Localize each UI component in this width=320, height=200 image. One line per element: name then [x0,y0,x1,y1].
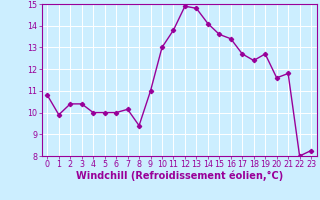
X-axis label: Windchill (Refroidissement éolien,°C): Windchill (Refroidissement éolien,°C) [76,171,283,181]
